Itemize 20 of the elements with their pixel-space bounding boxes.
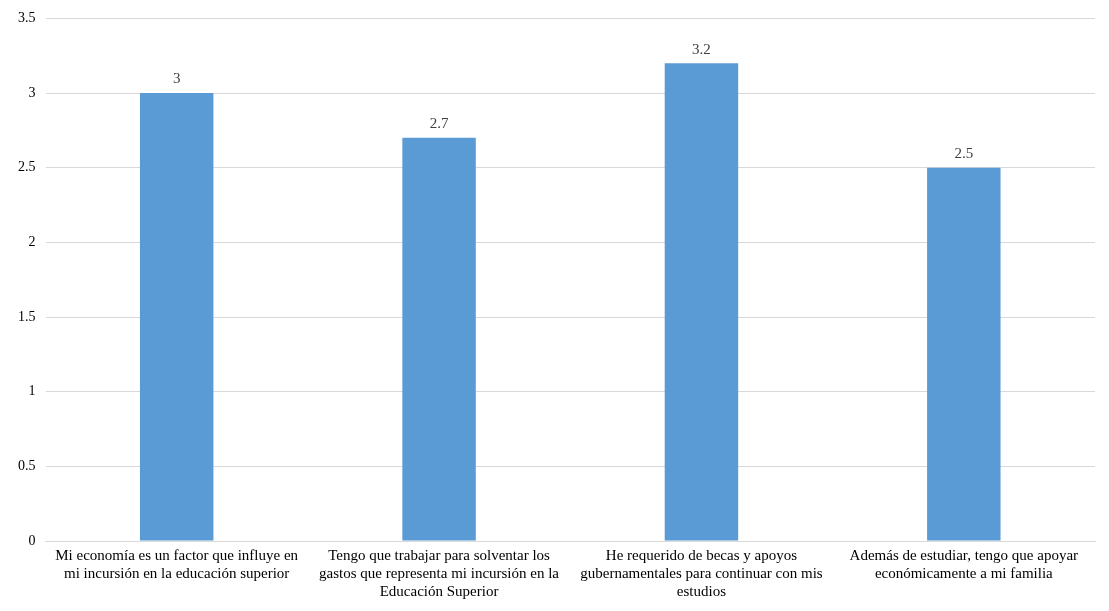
x-tick-label: He requerido de becas y apoyos gubernamentales para continuar con mis estudios — [580, 546, 823, 599]
x-tick-label: Además de estudiar, tengo que apoyar económicamente a mi familia — [849, 546, 1079, 581]
y-tick-label: 0.5 — [18, 458, 36, 474]
y-tick-label: 2.5 — [18, 159, 36, 175]
x-tick-label: Mi economía es un factor que influye en mi incursión en la educación superior — [55, 546, 299, 581]
data-label: 2.5 — [954, 145, 974, 162]
y-tick-label: 3 — [28, 84, 36, 100]
bar — [927, 167, 1001, 541]
x-tick-label: Tengo que trabajar para solventar los gastos que representa mi incursión en la Educación Superior — [319, 546, 560, 599]
y-tick-label: 1.5 — [18, 308, 36, 324]
bar — [139, 93, 214, 541]
data-label: 2.7 — [429, 115, 449, 132]
y-tick-label: 3.5 — [18, 10, 36, 26]
y-tick-label: 0 — [28, 532, 36, 548]
y-tick-label: 1 — [28, 383, 36, 399]
bar — [402, 137, 476, 541]
data-label: 3.2 — [692, 40, 711, 57]
data-label: 3 — [172, 70, 181, 87]
bar — [664, 63, 739, 541]
y-tick-label: 2 — [28, 234, 36, 250]
